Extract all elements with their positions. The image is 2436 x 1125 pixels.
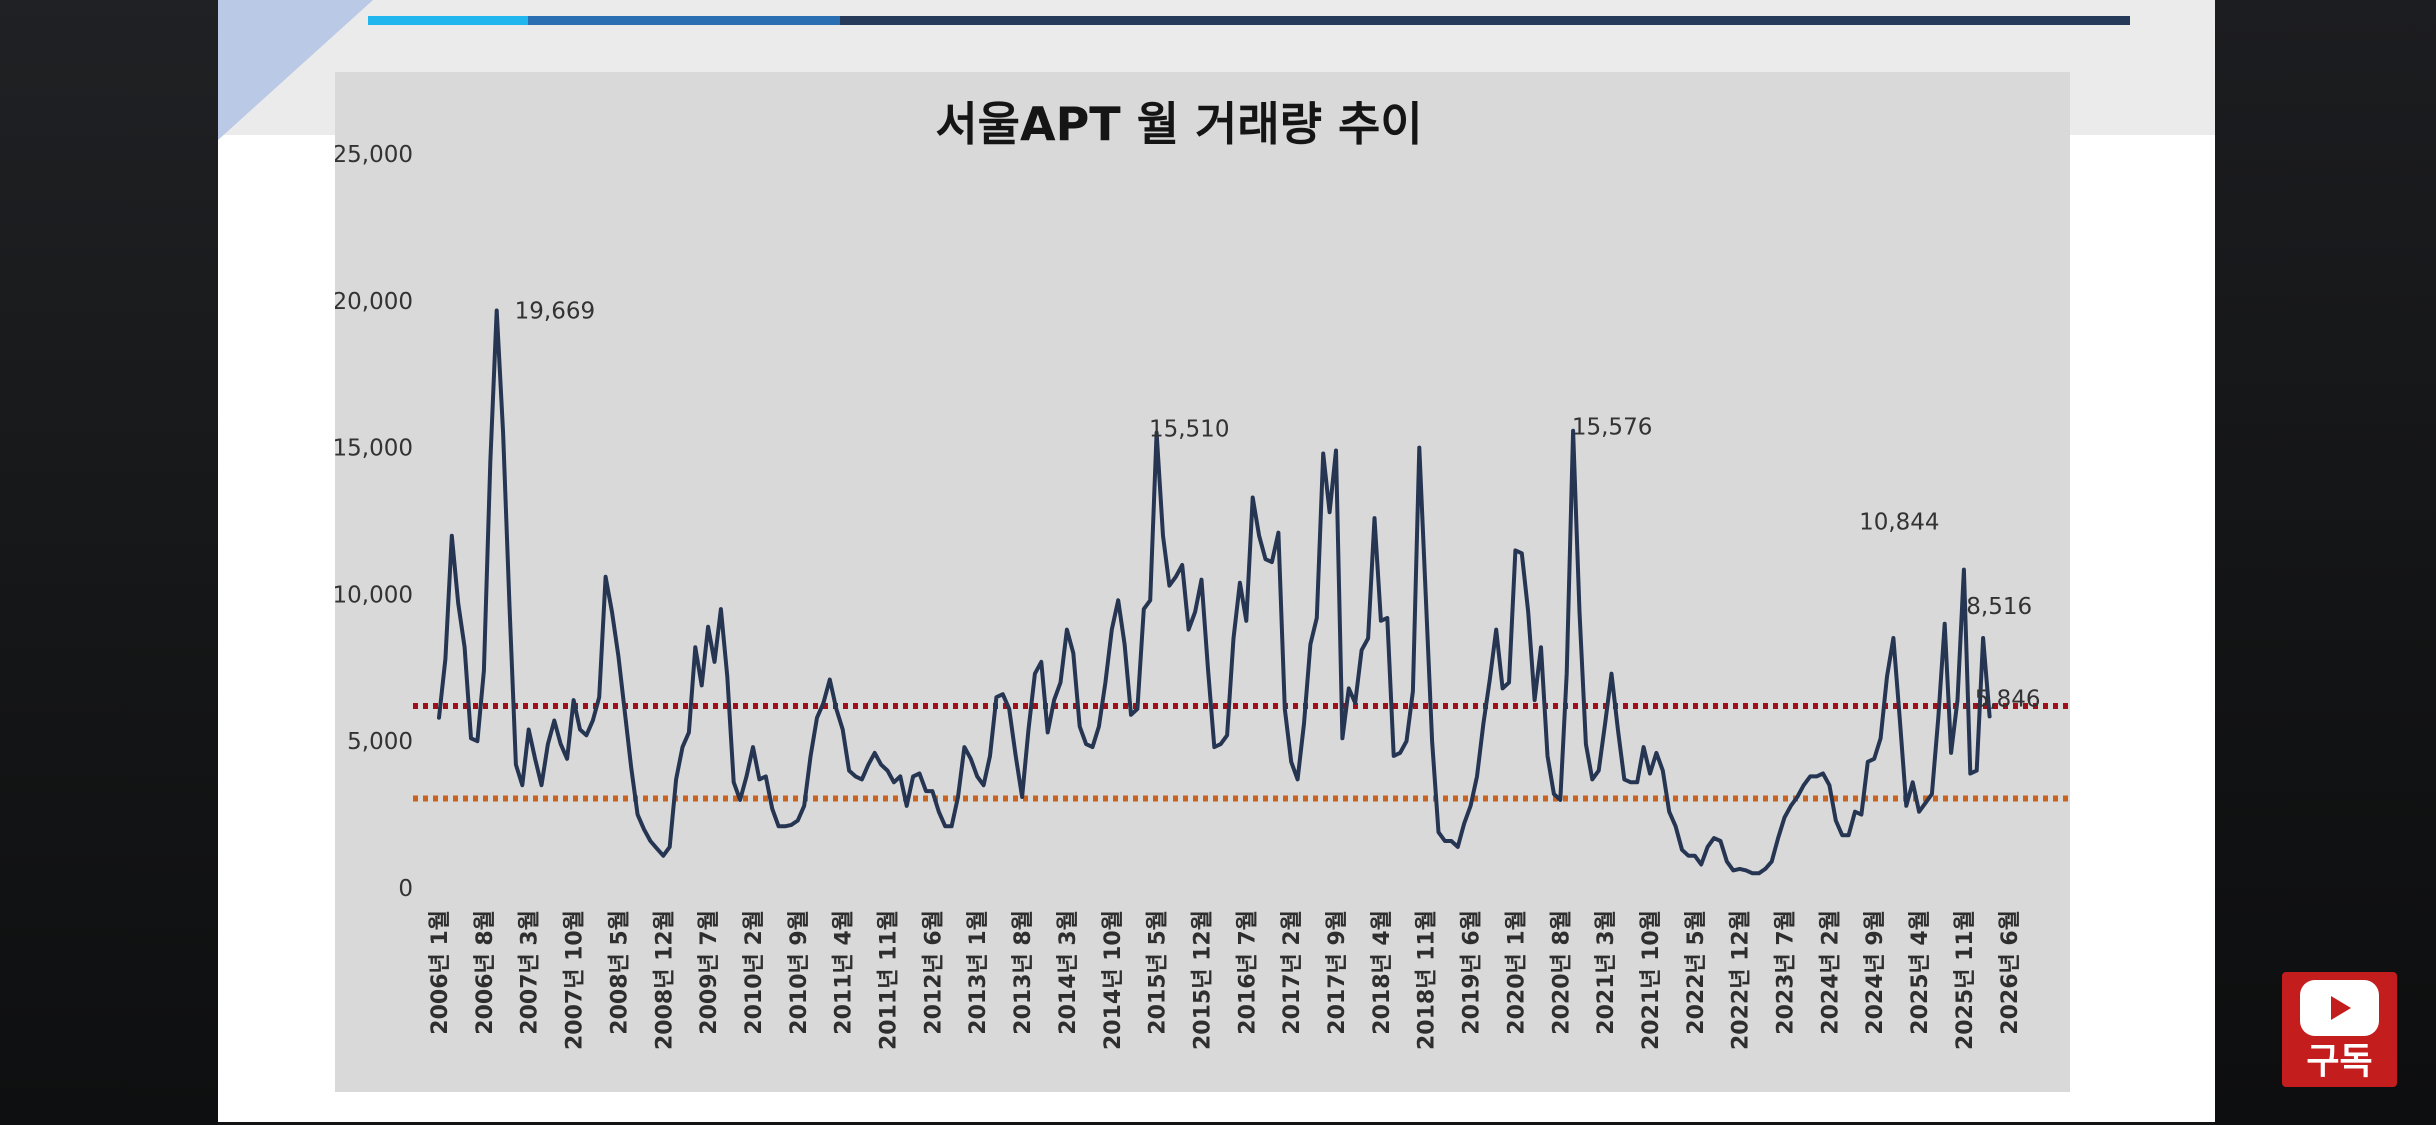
x-tick-label: 2011년 4월 bbox=[832, 910, 857, 1035]
x-tick-label: 2010년 2월 bbox=[742, 910, 767, 1035]
chart-panel: 서울APT 월 거래량 추이 0 5,000 10,000 15,000 20,000 2… bbox=[335, 72, 2070, 1092]
x-tick-label: 2017년 9월 bbox=[1325, 910, 1350, 1035]
y-tick-label: 25,000 bbox=[335, 142, 413, 168]
y-axis-tick-labels: 0 5,000 10,000 15,000 20,000 25,000 bbox=[335, 142, 413, 902]
x-tick-label: 2017년 2월 bbox=[1280, 910, 1305, 1035]
x-tick-label: 2022년 5월 bbox=[1684, 910, 1709, 1035]
y-tick-label: 10,000 bbox=[335, 582, 413, 608]
data-label: 10,844 bbox=[1859, 510, 1939, 536]
background-left bbox=[0, 0, 218, 1125]
x-axis-tick-labels: 2006년 1월 2006년 8월 2007년 3월 2007년 10월 2008년 5… bbox=[428, 910, 2023, 1050]
background-right bbox=[2215, 0, 2436, 1125]
x-tick-label: 2010년 9월 bbox=[787, 910, 812, 1035]
accent-stripe bbox=[528, 16, 840, 25]
line-chart: 서울APT 월 거래량 추이 0 5,000 10,000 15,000 20,000 2… bbox=[335, 97, 2070, 1050]
accent-stripe bbox=[368, 16, 528, 25]
x-tick-label: 2007년 10월 bbox=[563, 910, 588, 1050]
data-label: 5,846 bbox=[1975, 686, 2041, 712]
x-tick-label: 2024년 2월 bbox=[1818, 910, 1843, 1035]
y-tick-label: 0 bbox=[398, 876, 413, 902]
x-tick-label: 2025년 4월 bbox=[1908, 910, 1933, 1035]
x-tick-label: 2021년 10월 bbox=[1639, 910, 1664, 1050]
x-tick-label: 2008년 5월 bbox=[607, 910, 632, 1035]
x-tick-label: 2016년 7월 bbox=[1235, 910, 1260, 1035]
x-tick-label: 2020년 1월 bbox=[1504, 910, 1529, 1035]
chart-title: 서울APT 월 거래량 추이 bbox=[935, 97, 1422, 151]
x-tick-label: 2008년 12월 bbox=[652, 910, 677, 1050]
x-tick-label: 2006년 8월 bbox=[473, 910, 498, 1035]
reference-lines bbox=[413, 702, 2070, 802]
accent-stripe bbox=[840, 16, 2130, 25]
data-label: 15,510 bbox=[1149, 417, 1229, 443]
x-tick-label: 2013년 8월 bbox=[1011, 910, 1036, 1035]
y-tick-label: 5,000 bbox=[347, 729, 413, 755]
x-tick-label: 2021년 3월 bbox=[1594, 910, 1619, 1035]
x-tick-label: 2011년 11월 bbox=[877, 910, 902, 1050]
x-tick-label: 2007년 3월 bbox=[518, 910, 543, 1035]
x-tick-label: 2012년 6월 bbox=[921, 910, 946, 1035]
x-tick-label: 2024년 9월 bbox=[1863, 910, 1888, 1035]
x-tick-label: 2018년 11월 bbox=[1415, 910, 1440, 1050]
x-tick-label: 2022년 12월 bbox=[1729, 910, 1754, 1050]
x-tick-label: 2015년 5월 bbox=[1146, 910, 1171, 1035]
data-label: 19,669 bbox=[515, 299, 595, 325]
data-label: 8,516 bbox=[1966, 594, 2032, 620]
x-tick-label: 2014년 3월 bbox=[1056, 910, 1081, 1035]
youtube-play-icon bbox=[2300, 980, 2379, 1036]
x-tick-label: 2019년 6월 bbox=[1460, 910, 1485, 1035]
data-label: 15,576 bbox=[1572, 415, 1652, 441]
x-tick-label: 2009년 7월 bbox=[697, 910, 722, 1035]
subscribe-label: 구독 bbox=[2306, 1041, 2373, 1082]
series-line bbox=[437, 308, 1992, 876]
y-tick-label: 15,000 bbox=[335, 436, 413, 462]
x-tick-label: 2018년 4월 bbox=[1370, 910, 1395, 1035]
data-label-group: 19,669 15,510 15,576 10,844 8,516 5,846 bbox=[515, 299, 2041, 713]
x-tick-label: 2025년 11월 bbox=[1953, 910, 1978, 1050]
x-tick-label: 2015년 12월 bbox=[1190, 910, 1215, 1050]
x-tick-label: 2006년 1월 bbox=[428, 910, 453, 1035]
y-tick-label: 20,000 bbox=[335, 289, 413, 315]
x-tick-label: 2013년 1월 bbox=[966, 910, 991, 1035]
x-tick-label: 2020년 8월 bbox=[1549, 910, 1574, 1035]
x-tick-label: 2026년 6월 bbox=[1998, 910, 2023, 1035]
x-tick-label: 2014년 10월 bbox=[1101, 910, 1126, 1050]
subscribe-button[interactable]: 구독 bbox=[2282, 972, 2397, 1087]
x-tick-label: 2023년 7월 bbox=[1774, 910, 1799, 1035]
